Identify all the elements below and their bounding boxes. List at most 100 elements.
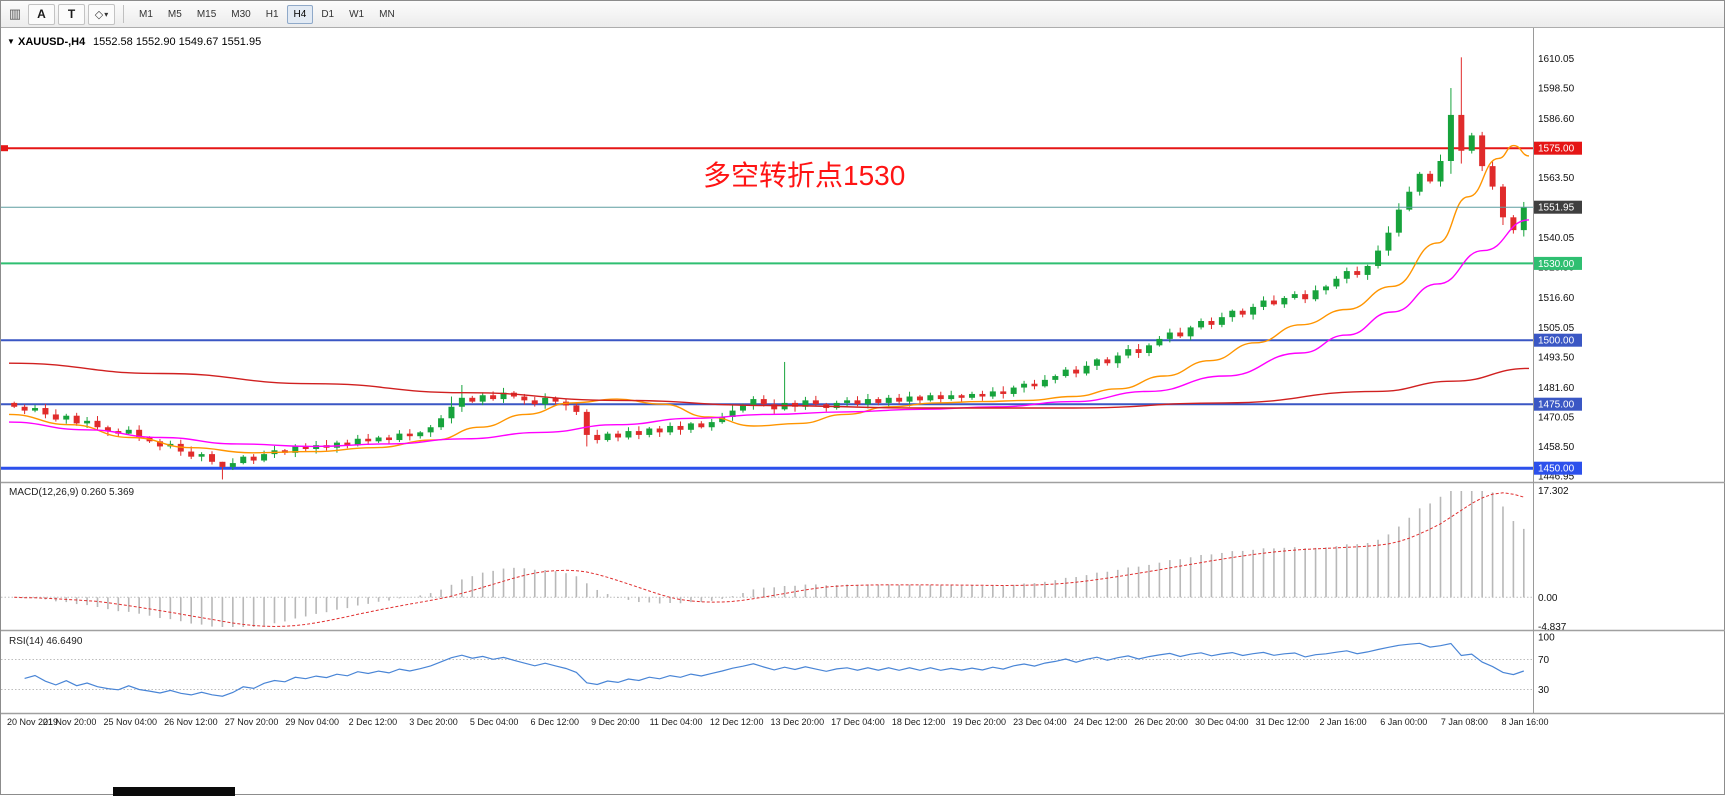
candle [1270, 295, 1277, 306]
text-label-tool-button[interactable]: T [58, 3, 85, 25]
price-axis: ▼ XAUUSD-,H4 1552.58 1552.90 1549.67 1551.… [1, 28, 1725, 715]
candle-body [84, 420, 91, 424]
candle [365, 433, 372, 445]
time-axis-label: 29 Nov 04:00 [285, 717, 339, 727]
price-level-badge [1534, 200, 1582, 214]
candle-body [1218, 317, 1225, 325]
candle-body [1364, 265, 1371, 275]
candle [469, 395, 476, 403]
candle [1104, 357, 1111, 366]
timeframe-m30[interactable]: M30 [231, 8, 251, 20]
candle-body [292, 446, 299, 453]
candle [1156, 336, 1163, 347]
candle-body [188, 451, 195, 457]
candle [1322, 284, 1329, 295]
candle-body [375, 437, 382, 442]
time-axis-label: 17 Dec 04:00 [831, 717, 885, 727]
candle [1416, 171, 1423, 196]
candle [656, 425, 663, 437]
candle-body [52, 414, 59, 420]
candle-body [1322, 286, 1329, 291]
timeframe-w1[interactable]: W1 [349, 8, 365, 20]
candle [1239, 308, 1246, 318]
candle-body [875, 399, 882, 403]
time-axis-label: 27 Nov 20:00 [225, 717, 279, 727]
timeframe-d1[interactable]: D1 [321, 8, 335, 20]
timeframe-mn[interactable]: MN [379, 8, 395, 20]
rsi-tick-label: 70 [1538, 655, 1550, 666]
candle-body [948, 395, 955, 400]
price-level-badge [1534, 141, 1582, 155]
timeframe-m15[interactable]: M15 [196, 8, 217, 20]
time-axis-label: 19 Dec 20:00 [952, 717, 1006, 727]
candle-body [1260, 300, 1267, 307]
hline-anchor-marker[interactable] [1, 145, 8, 152]
collapse-triangle-icon[interactable]: ▼ [7, 37, 15, 46]
timeframe-m5[interactable]: M5 [167, 8, 182, 20]
candle-body [1239, 310, 1246, 315]
chart-ohlc-label: 1552.58 1552.90 1549.67 1551.95 [93, 36, 261, 48]
price-tick-label: 1458.50 [1538, 442, 1575, 453]
timeframe-m1[interactable]: M1 [139, 8, 153, 20]
candle [1041, 375, 1048, 388]
time-axis-label: 2 Dec 12:00 [349, 717, 398, 727]
candle [1364, 264, 1371, 280]
arrow-text-tool-button[interactable]: A [28, 3, 55, 25]
candle-body [386, 437, 392, 441]
rsi-tick-label: 100 [1538, 633, 1555, 644]
candle-body [979, 393, 986, 397]
candle-body [573, 405, 580, 412]
candle-body [906, 396, 913, 402]
candle-body [739, 405, 746, 411]
candle-body [1333, 278, 1340, 287]
candle [896, 393, 903, 405]
time-axis-label: 12 Dec 12:00 [710, 717, 764, 727]
candle [479, 392, 486, 406]
candle-body [969, 393, 976, 398]
candle [1031, 379, 1038, 390]
candle [323, 440, 330, 451]
shapes-tool-button[interactable]: ◇ ▾ [88, 3, 115, 25]
price-level-badge [1534, 333, 1582, 347]
candle-body [479, 395, 486, 402]
candle [1260, 296, 1267, 311]
chart-canvas[interactable]: ▼ XAUUSD-,H4 1552.58 1552.90 1549.67 1551.… [1, 28, 1725, 796]
timeframe-h1[interactable]: H1 [265, 8, 279, 20]
macd-tick-label: 17.302 [1538, 486, 1569, 497]
candle-body [417, 432, 424, 437]
candle [1395, 203, 1402, 237]
annotation-text[interactable]: 多空转折点1530 [703, 160, 905, 191]
chart-window-icon[interactable]: ▥ [8, 6, 22, 21]
candle [73, 412, 80, 426]
candle [885, 394, 892, 408]
candle [63, 413, 70, 424]
candle-body [1250, 306, 1257, 315]
candle [219, 461, 226, 480]
candle-body [531, 400, 538, 405]
candle-body [1062, 369, 1069, 377]
candle-body [896, 397, 903, 402]
chart-symbol-label: XAUUSD-,H4 [18, 36, 86, 48]
candle [969, 391, 976, 400]
candle [635, 426, 642, 440]
candle [1437, 154, 1444, 187]
candle-body [469, 397, 476, 402]
candle [52, 409, 59, 422]
candle [864, 393, 871, 409]
candle-body [63, 415, 70, 420]
candle-body [771, 404, 778, 410]
candle [240, 455, 247, 465]
candle [427, 425, 434, 437]
timeframe-h4[interactable]: H4 [286, 4, 314, 24]
candle-body [1166, 332, 1173, 339]
candle [302, 443, 309, 452]
candle [229, 458, 236, 471]
candle [667, 422, 674, 436]
candle-body [1395, 209, 1402, 233]
candle [937, 391, 944, 403]
candle-body [438, 418, 445, 428]
bottom-black-strip [113, 787, 235, 796]
candle-body [844, 400, 851, 403]
price-tick-label: 1493.50 [1538, 352, 1575, 363]
